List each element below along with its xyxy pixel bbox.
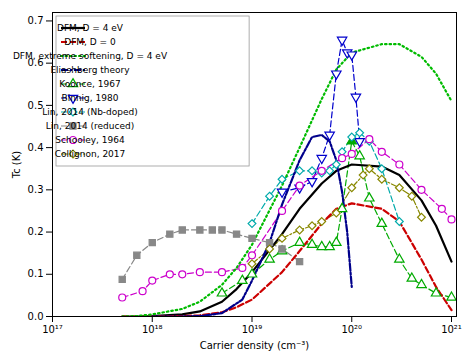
svg-text:0.2: 0.2 <box>28 226 44 237</box>
svg-text:Eliashberg theory: Eliashberg theory <box>50 65 130 75</box>
svg-text:0.3: 0.3 <box>28 184 44 195</box>
svg-text:DFM, D = 4 eV: DFM, D = 4 eV <box>57 23 124 33</box>
svg-text:0.1: 0.1 <box>28 268 44 279</box>
svg-text:0.5: 0.5 <box>28 100 44 111</box>
svg-text:Lin, 2014 (reduced): Lin, 2014 (reduced) <box>46 121 134 131</box>
svg-text:10¹⁷: 10¹⁷ <box>42 324 63 335</box>
svg-text:Carrier density (cm⁻³): Carrier density (cm⁻³) <box>200 340 310 351</box>
svg-text:Lin, 2014 (Nb-doped): Lin, 2014 (Nb-doped) <box>42 107 138 117</box>
svg-text:Collignon, 2017: Collignon, 2017 <box>55 149 126 159</box>
svg-text:DFM, extreme softening, D = 4: DFM, extreme softening, D = 4 eV <box>13 51 168 61</box>
svg-text:10¹⁹: 10¹⁹ <box>242 324 263 335</box>
svg-text:0.4: 0.4 <box>28 142 44 153</box>
svg-text:0.6: 0.6 <box>27 57 44 69</box>
svg-text:DFM, D = 0: DFM, D = 0 <box>64 37 116 47</box>
svg-text:10²⁰: 10²⁰ <box>341 324 362 335</box>
svg-text:Koonce, 1967: Koonce, 1967 <box>59 79 120 89</box>
svg-text:10¹⁸: 10¹⁸ <box>142 324 163 335</box>
svg-text:0.0: 0.0 <box>28 311 44 322</box>
svg-text:0.7: 0.7 <box>28 15 44 26</box>
svg-text:Schooley, 1964: Schooley, 1964 <box>55 135 125 145</box>
svg-text:Tc (K): Tc (K) <box>11 151 22 180</box>
svg-text:Binnig, 1980: Binnig, 1980 <box>62 93 119 103</box>
svg-text:10²¹: 10²¹ <box>441 324 462 335</box>
